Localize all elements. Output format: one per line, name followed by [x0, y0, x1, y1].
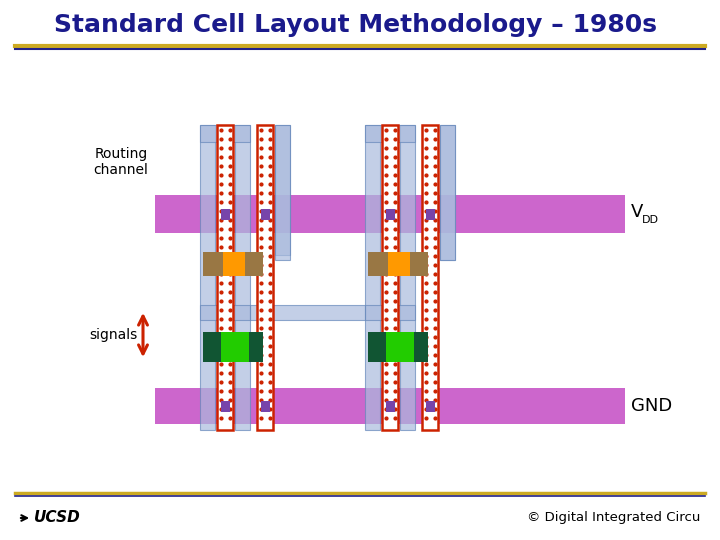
- Bar: [386, 332, 414, 362]
- Bar: [388, 252, 410, 276]
- Bar: [275, 125, 290, 260]
- Bar: [422, 125, 438, 430]
- Bar: [235, 125, 250, 430]
- Bar: [382, 125, 398, 430]
- Bar: [250, 305, 365, 320]
- Text: Standard Cell Layout Methodology – 1980s: Standard Cell Layout Methodology – 1980s: [53, 13, 657, 37]
- Bar: [257, 125, 273, 430]
- Bar: [249, 332, 263, 362]
- Bar: [385, 208, 395, 219]
- Text: V: V: [631, 203, 644, 221]
- Bar: [365, 125, 380, 430]
- Bar: [261, 208, 269, 219]
- Text: © Digital Integrated Circu: © Digital Integrated Circu: [526, 511, 700, 524]
- Bar: [400, 125, 415, 430]
- Bar: [200, 125, 250, 142]
- Bar: [203, 332, 221, 362]
- Text: Routing
channel: Routing channel: [93, 147, 148, 177]
- Bar: [221, 332, 249, 362]
- Bar: [440, 125, 455, 260]
- Bar: [385, 401, 395, 411]
- Bar: [410, 252, 428, 276]
- Bar: [414, 332, 428, 362]
- Bar: [203, 252, 223, 276]
- Bar: [365, 305, 415, 320]
- Bar: [155, 388, 625, 424]
- Bar: [426, 208, 434, 219]
- Bar: [365, 125, 415, 142]
- Text: UCSD: UCSD: [34, 510, 81, 525]
- Bar: [155, 195, 625, 233]
- Bar: [217, 125, 233, 430]
- Bar: [368, 332, 386, 362]
- Text: DD: DD: [642, 215, 659, 225]
- Bar: [245, 252, 263, 276]
- Bar: [220, 208, 230, 219]
- Bar: [223, 252, 245, 276]
- Text: signals: signals: [90, 328, 138, 342]
- Bar: [261, 401, 269, 411]
- Bar: [440, 125, 455, 260]
- Text: GND: GND: [631, 397, 672, 415]
- Bar: [220, 401, 230, 411]
- Bar: [368, 252, 388, 276]
- Bar: [200, 305, 250, 320]
- Bar: [200, 125, 215, 430]
- Bar: [426, 401, 434, 411]
- Bar: [275, 125, 290, 255]
